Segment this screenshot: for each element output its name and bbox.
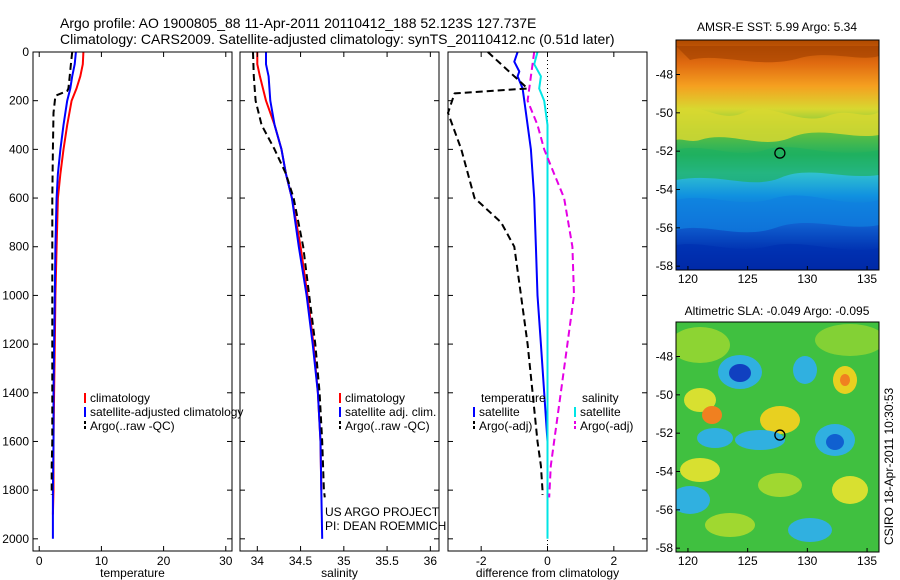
y-tick-label: 0	[22, 45, 29, 59]
y-tick-label: 600	[9, 191, 29, 205]
x-axis-label: difference from climatology	[476, 566, 619, 580]
x-tick-label: 10	[95, 554, 109, 568]
x-tick-label: -2	[476, 554, 487, 568]
series-line-difference-2	[533, 51, 549, 539]
project-annotation-1: PI: DEAN ROEMMICH	[325, 519, 446, 533]
x-tick-label: 36	[424, 554, 438, 568]
legend-entry-sal-argo-label: Argo(-adj)	[580, 419, 633, 433]
map-y-tick-label: -52	[656, 144, 674, 158]
y-tick-label: 1400	[2, 386, 29, 400]
series-line-salinity-2	[252, 51, 326, 498]
y-tick-label: 800	[9, 240, 29, 254]
project-annotation-0: US ARGO PROJECT	[325, 505, 440, 519]
map-x-tick-label: 120	[678, 554, 698, 568]
plot-frame	[239, 51, 440, 552]
x-tick-label: 0	[544, 554, 551, 568]
legend-entry-salinity-0-label: climatology	[345, 391, 405, 405]
map-y-tick-label: -52	[656, 426, 674, 440]
x-axis-label: salinity	[321, 566, 358, 580]
series-line-temperature-1	[51, 51, 77, 539]
legend-entry-salinity-2-label: Argo(..raw -QC)	[345, 419, 430, 433]
x-axis-label: temperature	[100, 566, 165, 580]
map-y-tick-label: -50	[656, 106, 674, 120]
map-x-tick-label: 135	[857, 272, 877, 286]
sst-map-axes: 120 125 130 135 -48 -50 -52 -54 -56 -58	[656, 68, 878, 287]
x-tick-label: 35	[337, 554, 351, 568]
map-y-tick-label: -50	[656, 388, 674, 402]
panel-temperature: 0 10 20 30 0 200 400 600 800 1000 1200 1400 1600 1800…	[2, 45, 243, 580]
x-tick-label: 0	[36, 554, 43, 568]
map-x-tick-label: 135	[857, 554, 877, 568]
map-y-tick-label: -58	[656, 541, 674, 555]
map-y-tick-label: -54	[656, 465, 674, 479]
y-tick-label: 200	[9, 94, 29, 108]
x-tick-label: 35.5	[375, 554, 399, 568]
legend-title-salinity: salinity	[582, 391, 619, 405]
map-x-tick-label: 120	[678, 272, 698, 286]
sla-map-marker	[774, 429, 786, 441]
map-y-tick-label: -48	[656, 350, 674, 364]
series-line-salinity-1	[265, 52, 324, 539]
x-tick-label: 20	[157, 554, 171, 568]
map-x-tick-label: 125	[738, 554, 758, 568]
sla-map: Altimetric SLA: -0.049 Argo: -0.095	[656, 304, 880, 569]
legend-entry-temp-satellite-label: satellite	[479, 405, 520, 419]
plot-frame	[32, 51, 233, 552]
sst-map-title: AMSR-E SST: 5.99 Argo: 5.34	[697, 20, 857, 34]
side-label: CSIRO 18-Apr-2011 10:30:53	[882, 387, 896, 545]
map-y-tick-label: -54	[656, 183, 674, 197]
series-line-difference-0	[513, 51, 549, 491]
sla-map-field	[676, 322, 879, 552]
map-y-tick-label: -56	[656, 503, 674, 517]
header-line-1: Argo profile: AO 1900805_88 11-Apr-2011 …	[60, 15, 536, 31]
x-tick-label: 34.5	[289, 554, 313, 568]
series-line-difference-1	[447, 51, 544, 495]
legend-entry-sal-satellite-label: satellite	[580, 405, 621, 419]
legend-entry-temperature-1-label: satellite-adjusted climatology	[90, 405, 243, 419]
series-line-temperature-2	[50, 51, 74, 495]
y-tick-label: 1000	[2, 288, 29, 302]
y-tick-label: 2000	[2, 532, 29, 546]
map-x-tick-label: 125	[738, 272, 758, 286]
map-x-tick-label: 130	[797, 272, 817, 286]
header-line-2: Climatology: CARS2009. Satellite-adjuste…	[60, 31, 615, 47]
profile-panels: 0 10 20 30020040060080010001200140016001800…	[2, 45, 648, 580]
map-y-tick-label: -48	[656, 68, 674, 82]
legend-entry-salinity-1-label: satellite adj. clim.	[345, 405, 436, 419]
map-y-tick-label: -58	[656, 259, 674, 273]
sla-map-title: Altimetric SLA: -0.049 Argo: -0.095	[685, 304, 870, 318]
y-tick-label: 1800	[2, 483, 29, 497]
x-tick-label: 34	[251, 554, 265, 568]
legend-entry-temperature-0-label: climatology	[90, 391, 150, 405]
series-line-salinity-0	[256, 52, 323, 491]
legend-entry-temperature-2-label: Argo(..raw -QC)	[90, 419, 175, 433]
x-tick-label: 30	[219, 554, 233, 568]
sla-map-axes: 120 125 130 135 -48 -50 -52 -54 -56 -58	[656, 350, 878, 569]
legend-title-temperature: temperature	[481, 391, 546, 405]
series-line-difference-3	[526, 51, 575, 498]
sst-map-marker	[774, 147, 786, 159]
sst-map-field	[676, 40, 879, 270]
panel-salinity: 34 34.5 35 35.5 36 salinity climatologysatelli…	[239, 51, 446, 580]
y-tick-label: 1200	[2, 337, 29, 351]
sst-map: AMSR-E SST: 5.99 Argo: 5.34 120 125 130 135…	[656, 20, 880, 287]
x-tick-label: 2	[610, 554, 617, 568]
y-tick-label: 1600	[2, 434, 29, 448]
y-tick-label: 400	[9, 142, 29, 156]
legend-entry-temp-argo-label: Argo(-adj)	[479, 419, 532, 433]
map-y-tick-label: -56	[656, 221, 674, 235]
map-x-tick-label: 130	[797, 554, 817, 568]
series-line-temperature-0	[51, 51, 85, 515]
